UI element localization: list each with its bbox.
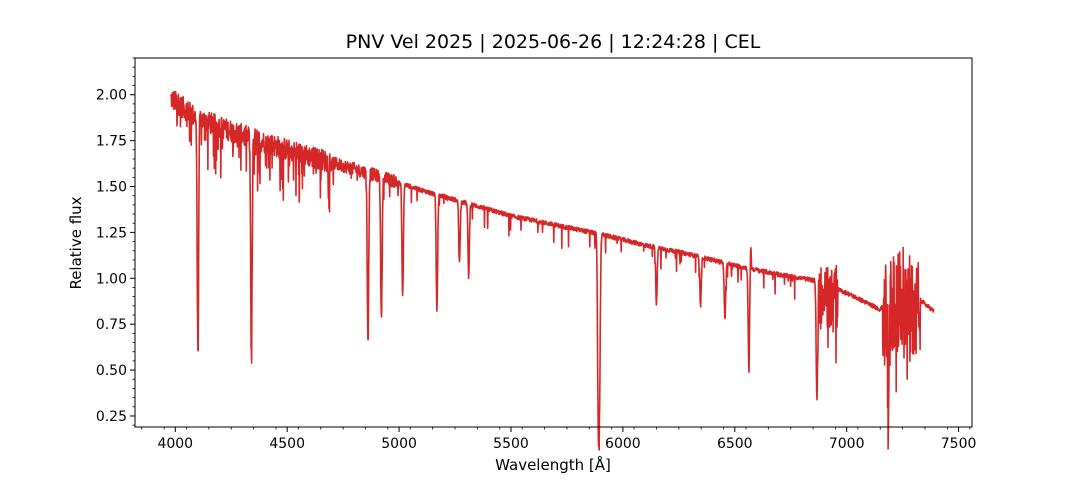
- y-tick-label: 0.75: [96, 317, 127, 333]
- spectrum-series-line: [170, 90, 935, 451]
- x-axis-label: Wavelength [Å]: [495, 455, 611, 474]
- x-tick-label: 5500: [493, 436, 529, 452]
- x-tick-label: 4000: [157, 436, 193, 452]
- y-axis-ticks: 0.25 0.50 0.75 1.00 1.25 1.50 1.75 2.00: [96, 57, 135, 426]
- x-tick-label: 7500: [941, 436, 977, 452]
- plot-frame: [134, 57, 973, 428]
- chart-title: PNV Vel 2025 | 2025-06-26 | 12:24:28 | C…: [346, 31, 761, 53]
- y-axis-label: Relative flux: [67, 196, 85, 289]
- x-tick-label: 4500: [269, 436, 305, 452]
- x-tick-label: 5000: [381, 436, 417, 452]
- x-tick-label: 7000: [829, 436, 865, 452]
- x-tick-label: 6000: [605, 436, 641, 452]
- x-axis-ticks: 4000 4500 5000 5500 6000 6500 7000 7500: [141, 427, 977, 452]
- y-tick-label: 0.25: [96, 409, 127, 425]
- x-tick-label: 6500: [717, 436, 753, 452]
- y-tick-label: 0.50: [96, 363, 127, 379]
- y-tick-label: 1.75: [96, 134, 127, 150]
- y-tick-label: 2.00: [96, 88, 127, 104]
- y-tick-label: 1.50: [96, 180, 127, 196]
- y-tick-label: 1.25: [96, 225, 127, 241]
- y-tick-label: 1.00: [96, 271, 127, 287]
